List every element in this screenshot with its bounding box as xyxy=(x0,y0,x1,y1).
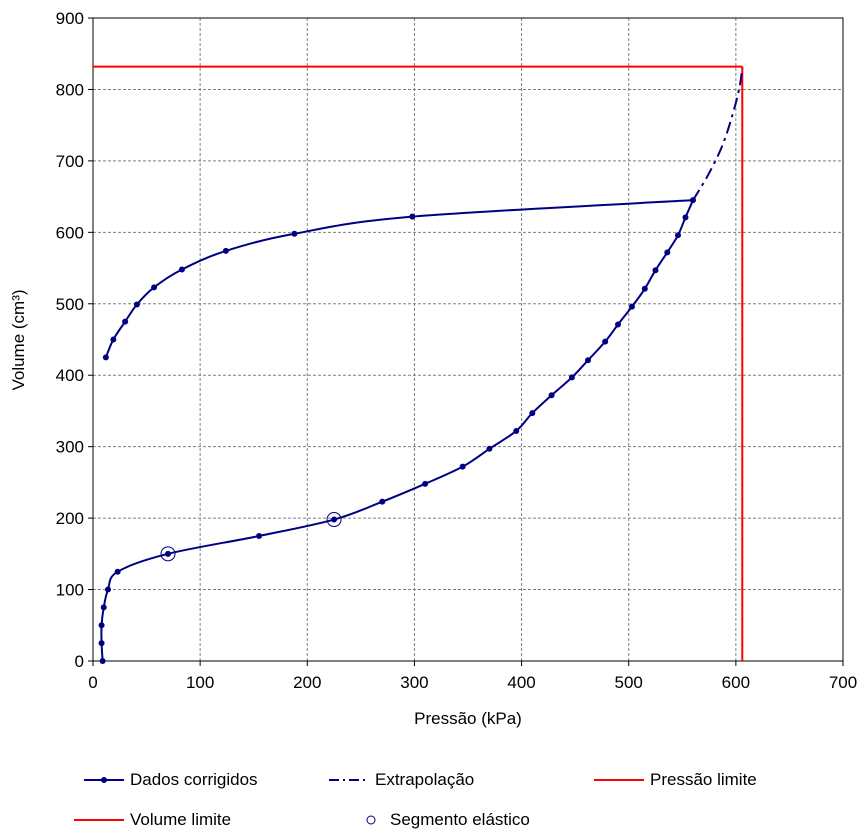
data-point xyxy=(568,374,575,381)
data-point xyxy=(675,232,681,239)
data-point xyxy=(513,427,520,434)
chart: 0 100 200 300 400 500 600 700 0 100 200 300 400 500 60… xyxy=(9,9,858,728)
y-tick-label: 900 xyxy=(56,9,84,28)
data-point xyxy=(122,318,129,325)
x-axis-label: Pressão (kPa) xyxy=(414,709,522,728)
data-point xyxy=(602,338,609,345)
x-tick-label: 700 xyxy=(829,673,857,692)
x-tick-label: 0 xyxy=(88,673,97,692)
data-point xyxy=(151,284,158,291)
x-tick-label: 400 xyxy=(507,673,535,692)
y-tick-label: 100 xyxy=(56,581,84,600)
y-axis-label: Volume (cm³) xyxy=(9,289,28,390)
legend-swatch-extrapolacao xyxy=(329,779,369,781)
axis-ticks: 0 100 200 300 400 500 600 700 0 100 200 300 400 500 60… xyxy=(56,9,858,692)
legend: Dados corrigidos Extrapolação Pressão li… xyxy=(0,760,867,834)
data-point xyxy=(178,266,185,273)
data-point xyxy=(102,354,109,361)
data-point xyxy=(165,550,171,557)
y-tick-label: 800 xyxy=(56,80,84,99)
legend-item-extrapolacao: Extrapolação xyxy=(329,770,474,790)
data-point xyxy=(291,230,298,237)
data-point xyxy=(98,622,105,629)
data-point xyxy=(105,586,111,593)
data-point xyxy=(422,480,429,487)
legend-label-segmento-elastico: Segmento elástico xyxy=(390,810,530,829)
loading-curve xyxy=(100,199,694,662)
legend-swatch-segmento-elastico xyxy=(366,815,376,825)
y-tick-label: 600 xyxy=(56,223,84,242)
x-tick-label: 100 xyxy=(186,673,214,692)
legend-label-volume-limite: Volume limite xyxy=(130,810,232,829)
data-point xyxy=(133,301,140,308)
legend-label-extrapolacao: Extrapolação xyxy=(375,770,475,789)
data-point xyxy=(690,197,696,204)
legend-item-segmento-elastico: Segmento elástico xyxy=(364,810,530,830)
x-tick-label: 600 xyxy=(722,673,750,692)
data-point xyxy=(529,410,536,417)
legend-label-pressao-limite: Pressão limite xyxy=(650,770,757,789)
legend-swatch-dados-corrigidos xyxy=(84,777,124,783)
data-point xyxy=(664,249,671,256)
legend-item-dados-corrigidos: Dados corrigidos xyxy=(84,770,258,790)
data-point xyxy=(99,658,106,664)
extrapolacao-line xyxy=(692,67,744,201)
y-tick-label: 200 xyxy=(56,509,84,528)
data-point xyxy=(682,214,689,221)
data-point xyxy=(331,516,338,523)
data-point xyxy=(222,247,229,254)
data-point xyxy=(628,303,635,310)
data-point xyxy=(486,445,493,452)
legend-swatch-volume-limite xyxy=(74,819,124,821)
plot-area-frame xyxy=(92,17,844,662)
segmento-elastico-point xyxy=(326,512,342,528)
data-point xyxy=(98,640,105,647)
data-point xyxy=(409,213,416,220)
x-tick-label: 500 xyxy=(615,673,643,692)
data-point xyxy=(459,463,466,470)
y-tick-label: 0 xyxy=(75,652,84,671)
x-tick-label: 300 xyxy=(400,673,428,692)
segmento-elastico-point xyxy=(160,546,176,562)
data-point xyxy=(100,604,107,611)
data-point xyxy=(256,532,263,539)
y-tick-label: 300 xyxy=(56,438,84,457)
data-point xyxy=(585,357,591,364)
data-point xyxy=(110,336,117,343)
data-point xyxy=(652,267,659,274)
series-layer xyxy=(93,65,744,664)
y-tick-label: 700 xyxy=(56,152,84,171)
grid xyxy=(93,18,843,661)
x-tick-label: 200 xyxy=(293,673,321,692)
data-point xyxy=(615,321,621,328)
y-tick-label: 400 xyxy=(56,366,84,385)
legend-item-volume-limite: Volume limite xyxy=(74,810,231,830)
legend-swatch-pressao-limite xyxy=(594,779,644,781)
data-point xyxy=(641,285,648,292)
y-tick-label: 500 xyxy=(56,295,84,314)
legend-item-pressao-limite: Pressão limite xyxy=(594,770,757,790)
data-point xyxy=(548,392,555,399)
unloading-curve xyxy=(104,199,694,358)
legend-label-dados-corrigidos: Dados corrigidos xyxy=(130,770,258,789)
data-point xyxy=(379,498,386,505)
data-point xyxy=(114,568,121,575)
